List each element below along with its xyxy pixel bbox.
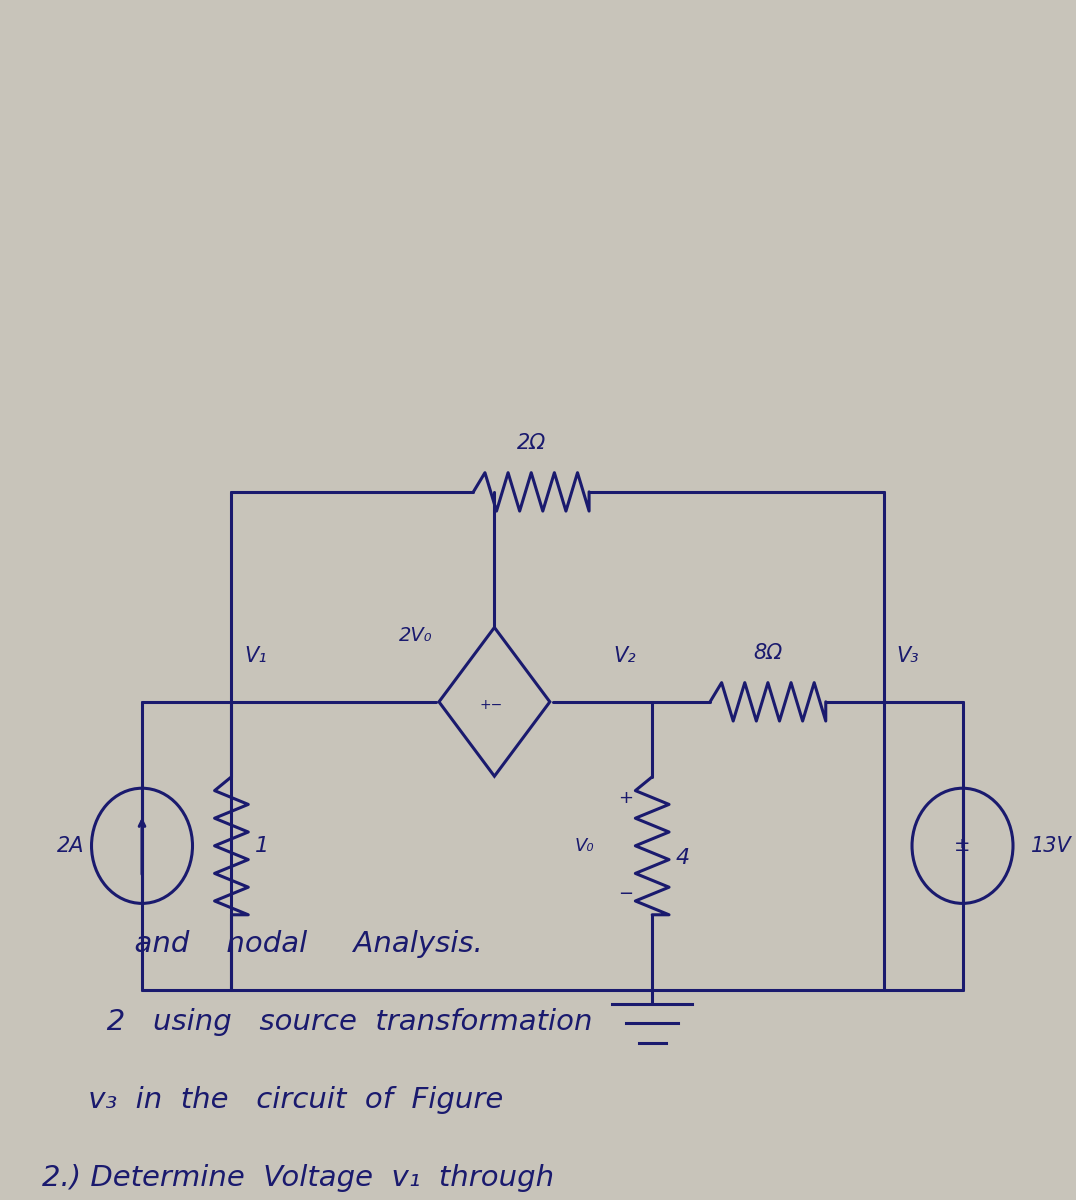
Text: 8Ω: 8Ω	[753, 643, 782, 664]
Text: V₃: V₃	[896, 646, 919, 666]
Text: +−: +−	[480, 698, 502, 713]
Text: V₁: V₁	[244, 646, 267, 666]
Text: 2.) Determine  Voltage  v₁  through: 2.) Determine Voltage v₁ through	[42, 1164, 554, 1192]
Text: 4: 4	[676, 847, 690, 868]
Text: 13V: 13V	[1031, 836, 1072, 856]
Text: ±: ±	[954, 836, 971, 856]
Text: 1: 1	[255, 836, 269, 856]
Text: 2Ω: 2Ω	[516, 433, 546, 454]
Text: −: −	[619, 884, 634, 902]
Text: V₂: V₂	[613, 646, 636, 666]
Text: V₀: V₀	[575, 836, 594, 854]
Text: and    nodal     Analysis.: and nodal Analysis.	[42, 930, 483, 958]
Text: 2A: 2A	[57, 836, 84, 856]
Text: 2   using   source  transformation: 2 using source transformation	[42, 1008, 593, 1036]
Text: v₃  in  the   circuit  of  Figure: v₃ in the circuit of Figure	[42, 1086, 504, 1114]
Text: +: +	[619, 788, 634, 806]
Text: 2V₀: 2V₀	[399, 626, 433, 646]
